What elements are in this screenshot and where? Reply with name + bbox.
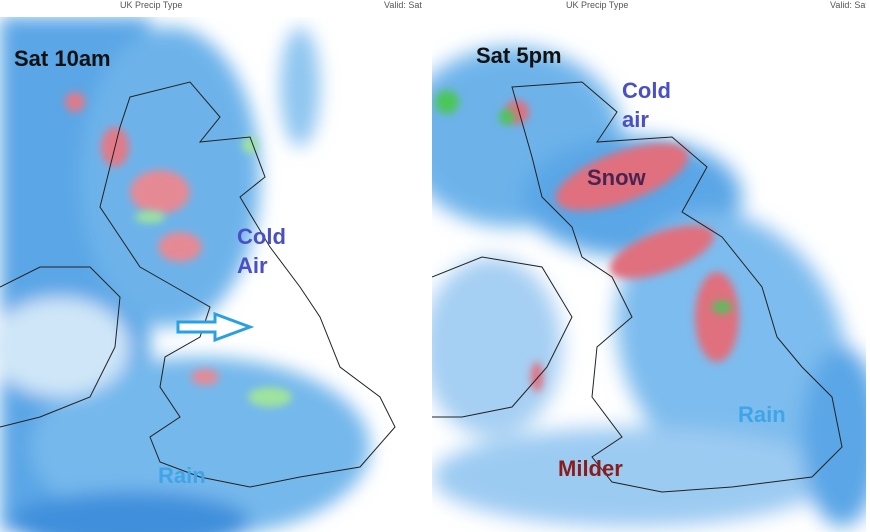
precip-snow [505, 100, 739, 392]
precip-rain [0, 17, 370, 532]
coastline [99, 81, 396, 488]
coastline [432, 256, 573, 418]
map-label: Rain [738, 402, 786, 427]
time-label: Sat 5pm [476, 43, 562, 68]
map [0, 17, 396, 532]
map-label: Milder [558, 456, 623, 481]
map-panel: Sat 5pm Cold air Snow Rain Milder [432, 17, 866, 532]
map-label: Snow [587, 165, 646, 190]
map-label: Cold Air [237, 224, 286, 278]
arrow [176, 311, 255, 343]
coastline [511, 81, 843, 493]
valid-time: Valid: Sat [384, 0, 422, 10]
time-label: Sat 10am [14, 46, 111, 71]
map-label: Rain [158, 463, 206, 488]
valid-time: Valid: Sat [830, 0, 866, 10]
coastline [0, 266, 121, 428]
map-label: Cold air [622, 78, 671, 132]
map-panel: Sat 10am Cold Air Rain [0, 17, 425, 532]
panel-title: UK Precip Type [120, 0, 183, 10]
map [432, 47, 866, 527]
panel-title: UK Precip Type [566, 0, 629, 10]
precip-mix [435, 90, 732, 313]
